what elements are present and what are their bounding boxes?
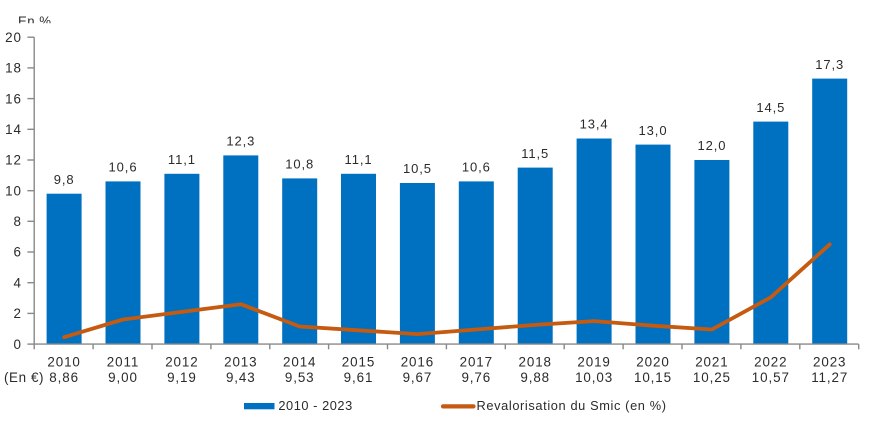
svg-text:9,67: 9,67 <box>403 370 433 385</box>
svg-text:12,0: 12,0 <box>697 138 726 153</box>
svg-text:2015: 2015 <box>342 354 375 369</box>
svg-text:12: 12 <box>5 153 22 168</box>
svg-text:8: 8 <box>13 214 21 229</box>
svg-text:13,0: 13,0 <box>639 123 668 138</box>
svg-text:14: 14 <box>5 122 22 137</box>
svg-text:17,3: 17,3 <box>815 57 844 72</box>
svg-text:9,00: 9,00 <box>108 370 138 385</box>
svg-text:14,5: 14,5 <box>756 100 785 115</box>
svg-text:2010: 2010 <box>47 354 80 369</box>
svg-text:16: 16 <box>5 91 22 106</box>
svg-text:9,61: 9,61 <box>344 370 374 385</box>
svg-text:0: 0 <box>13 337 21 352</box>
svg-text:13,4: 13,4 <box>580 117 609 132</box>
svg-text:10,25: 10,25 <box>693 370 731 385</box>
svg-text:En %: En % <box>18 14 52 29</box>
svg-text:10,15: 10,15 <box>634 370 672 385</box>
svg-text:2022: 2022 <box>754 354 787 369</box>
svg-text:9,43: 9,43 <box>226 370 256 385</box>
svg-text:2011: 2011 <box>107 354 139 369</box>
svg-text:2016: 2016 <box>401 354 434 369</box>
svg-text:12,3: 12,3 <box>226 134 255 149</box>
svg-text:6: 6 <box>13 245 21 260</box>
svg-text:4: 4 <box>13 275 21 290</box>
svg-text:2014: 2014 <box>283 354 316 369</box>
svg-text:2019: 2019 <box>577 354 610 369</box>
svg-text:11,1: 11,1 <box>345 152 373 167</box>
svg-text:9,53: 9,53 <box>285 370 315 385</box>
svg-text:9,19: 9,19 <box>167 370 197 385</box>
svg-text:2023: 2023 <box>813 354 846 369</box>
svg-text:10,8: 10,8 <box>285 157 314 172</box>
svg-text:18: 18 <box>5 61 22 76</box>
svg-text:9,88: 9,88 <box>520 370 550 385</box>
svg-text:11,1: 11,1 <box>168 152 196 167</box>
svg-text:2013: 2013 <box>224 354 257 369</box>
svg-text:9,76: 9,76 <box>461 370 491 385</box>
svg-text:2012: 2012 <box>165 354 198 369</box>
svg-text:10: 10 <box>5 183 22 198</box>
svg-text:9,8: 9,8 <box>54 172 75 187</box>
svg-text:2018: 2018 <box>519 354 552 369</box>
svg-text:Revalorisation du Smic (en %): Revalorisation du Smic (en %) <box>477 398 667 413</box>
svg-text:8,86: 8,86 <box>49 370 79 385</box>
svg-text:11,5: 11,5 <box>521 146 549 161</box>
svg-text:2021: 2021 <box>695 354 728 369</box>
svg-text:11,27: 11,27 <box>811 370 848 385</box>
svg-text:10,03: 10,03 <box>575 370 613 385</box>
svg-text:10,57: 10,57 <box>752 370 790 385</box>
svg-text:(En €): (En €) <box>4 370 44 385</box>
svg-text:2: 2 <box>13 306 21 321</box>
svg-text:10,6: 10,6 <box>462 160 491 175</box>
svg-text:2020: 2020 <box>636 354 669 369</box>
svg-text:20: 20 <box>5 30 22 45</box>
svg-text:2010 - 2023: 2010 - 2023 <box>278 398 352 413</box>
svg-text:10,6: 10,6 <box>109 160 138 175</box>
svg-text:2017: 2017 <box>460 354 493 369</box>
svg-text:10,5: 10,5 <box>403 161 432 176</box>
